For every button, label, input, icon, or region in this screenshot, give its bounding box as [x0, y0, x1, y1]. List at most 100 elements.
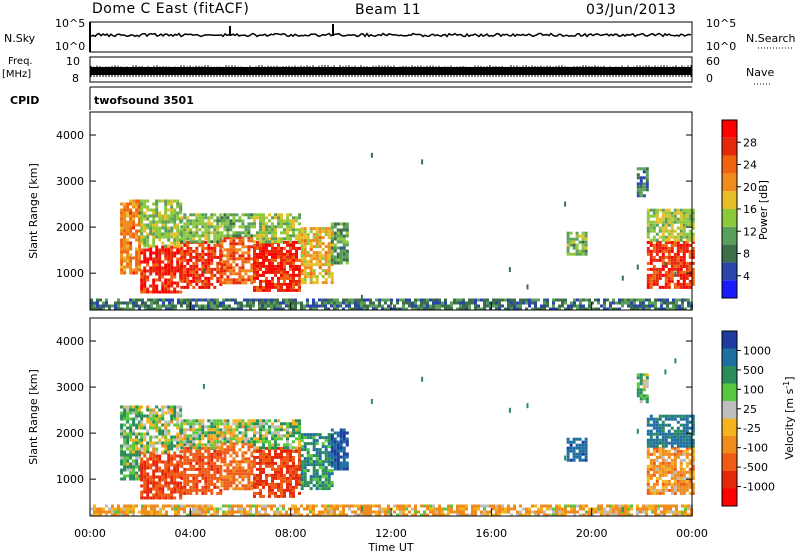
- velocity-cell: [183, 485, 187, 489]
- velocity-cell: [173, 444, 177, 448]
- velocity-cell: [108, 510, 111, 514]
- power-cell: [507, 301, 510, 305]
- power-cell: [149, 244, 153, 248]
- velocity-cell: [146, 463, 150, 467]
- power-cell: [259, 216, 262, 220]
- power-cell: [306, 298, 309, 302]
- power-cell: [256, 258, 259, 262]
- power-cell: [129, 253, 133, 257]
- power-cell: [588, 301, 591, 305]
- power-cell: [158, 232, 162, 236]
- power-cell: [688, 282, 692, 286]
- power-cell: [581, 231, 585, 235]
- power-cell: [201, 267, 205, 271]
- power-cell: [277, 264, 280, 268]
- power-cell: [138, 256, 142, 260]
- velocity-cell: [216, 470, 220, 474]
- velocity-cell: [262, 422, 265, 426]
- velocity-cell: [189, 443, 193, 447]
- velocity-cell: [204, 504, 207, 508]
- power-cell: [170, 284, 174, 288]
- power-cell: [143, 284, 147, 288]
- velocity-cell: [138, 405, 142, 409]
- power-cell: [262, 258, 265, 262]
- velocity-cell: [198, 449, 202, 453]
- power-cell: [268, 264, 271, 268]
- velocity-cell: [250, 460, 254, 464]
- velocity-cell: [201, 428, 205, 432]
- power-cell: [336, 258, 340, 262]
- power-cell: [219, 237, 223, 241]
- velocity-cell: [321, 472, 325, 476]
- velocity-cell: [155, 420, 159, 424]
- velocity-cell: [93, 504, 96, 508]
- velocity-cell: [324, 472, 328, 476]
- velocity-cell: [286, 488, 289, 492]
- velocity-cell: [152, 435, 156, 439]
- power-cell: [216, 270, 220, 274]
- velocity-cell: [210, 464, 214, 468]
- power-cell: [660, 298, 663, 302]
- velocity-cell: [276, 513, 279, 517]
- power-cell: [280, 231, 283, 235]
- power-cell: [393, 304, 396, 308]
- power-cell: [259, 240, 262, 244]
- power-cell: [256, 240, 259, 244]
- velocity-cell: [309, 454, 313, 458]
- velocity-cell: [262, 467, 265, 471]
- velocity-cell: [220, 460, 224, 464]
- power-cell: [691, 208, 695, 212]
- velocity-cell: [679, 467, 683, 471]
- velocity-cell: [280, 494, 283, 498]
- power-cell: [252, 301, 255, 305]
- power-cell: [223, 225, 227, 229]
- power-cell: [688, 243, 692, 247]
- velocity-cell: [649, 438, 653, 442]
- power-cell: [176, 223, 180, 227]
- power-cell: [186, 261, 190, 265]
- velocity-cell: [679, 476, 683, 480]
- power-cell: [283, 252, 286, 256]
- power-cell: [216, 264, 220, 268]
- power-cell: [161, 226, 165, 230]
- velocity-cell: [645, 379, 649, 383]
- power-cell: [216, 216, 220, 220]
- velocity-cell: [259, 461, 262, 465]
- velocity-cell: [298, 431, 301, 435]
- velocity-cell: [250, 469, 254, 473]
- power-cell: [222, 304, 225, 308]
- velocity-cell: [232, 419, 236, 423]
- velocity-cell: [286, 437, 289, 441]
- power-cell: [198, 237, 202, 241]
- power-cell: [238, 216, 242, 220]
- velocity-cell: [271, 443, 274, 447]
- power-cell: [283, 288, 286, 292]
- velocity-cell: [670, 467, 674, 471]
- power-cell: [330, 233, 334, 237]
- power-cell: [576, 307, 579, 311]
- power-cell: [642, 298, 645, 302]
- power-cell: [280, 216, 283, 220]
- power-cell: [609, 304, 612, 308]
- velocity-cell: [180, 491, 184, 495]
- velocity-cell: [189, 446, 193, 450]
- velocity-cell: [155, 469, 159, 473]
- velocity-cell: [238, 419, 242, 423]
- velocity-cell: [219, 491, 223, 495]
- power-cell: [642, 188, 646, 192]
- power-cell: [120, 301, 123, 305]
- velocity-cell: [300, 478, 304, 482]
- velocity-cell: [289, 458, 292, 462]
- power-cell: [225, 304, 228, 308]
- velocity-cell: [241, 422, 245, 426]
- power-cell: [688, 270, 692, 274]
- power-cell: [90, 307, 93, 311]
- power-cell: [164, 223, 168, 227]
- power-cell: [432, 298, 435, 302]
- power-cell: [262, 288, 265, 292]
- power-cell: [663, 307, 666, 311]
- velocity-cell: [229, 442, 233, 446]
- power-cell: [229, 272, 233, 276]
- velocity-cell: [253, 422, 256, 426]
- velocity-cell: [688, 458, 692, 462]
